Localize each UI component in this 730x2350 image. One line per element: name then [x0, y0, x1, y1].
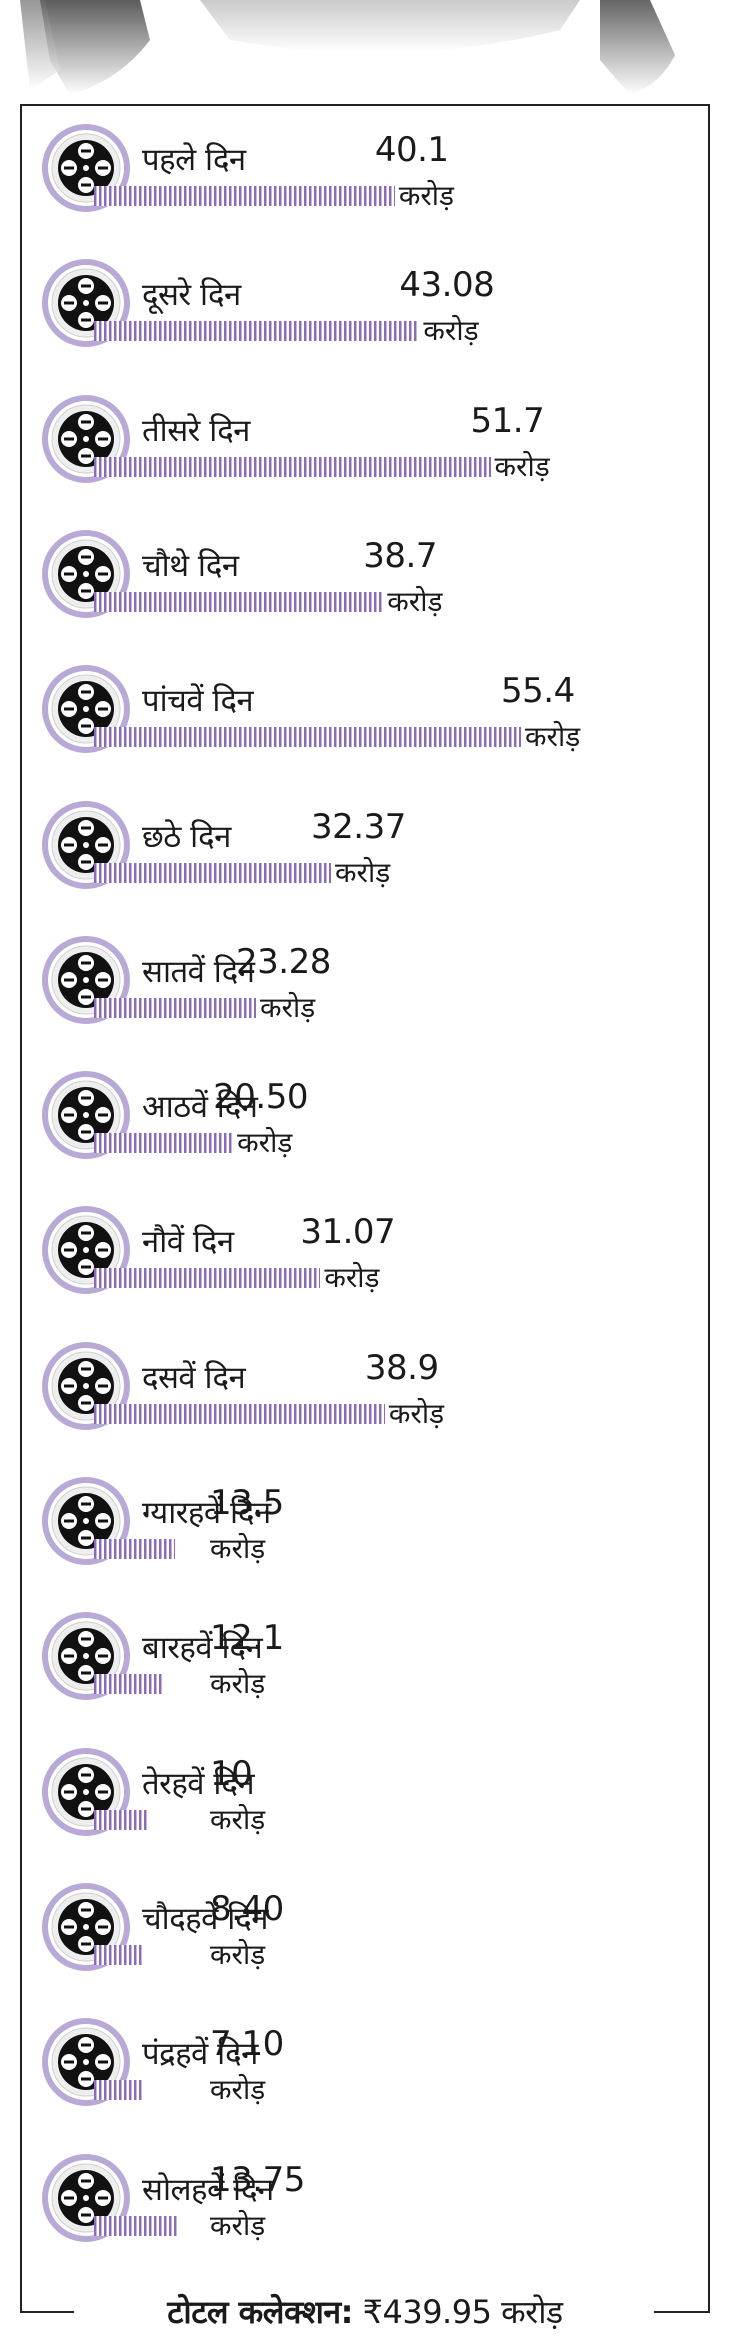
unit-label: करोड़	[210, 1938, 266, 1971]
film-reel-icon	[42, 801, 130, 889]
unit-label: करोड़	[210, 2073, 266, 2106]
day-label: दसवें दिन	[142, 1360, 246, 1396]
day-label: आठवें दिन	[142, 1089, 258, 1125]
header-photo	[0, 0, 730, 110]
unit-label: करोड़	[324, 1261, 380, 1294]
bar	[94, 186, 395, 206]
day-label: नौवें दिन	[142, 1224, 234, 1260]
chart-row: दसवें दिन 38.9 करोड़	[38, 1338, 718, 1448]
value-label: 12.1	[210, 1618, 284, 1658]
unit-label: करोड़	[388, 1397, 445, 1430]
bar	[94, 2216, 178, 2236]
unit-label: करोड़	[335, 856, 391, 889]
chart-row: आठवें दिन 20.50 करोड़	[38, 1067, 718, 1177]
chart-row: पहले दिन 40.1 करोड़	[38, 120, 718, 230]
unit-label: करोड़	[237, 1126, 293, 1159]
value-label: 55.4	[501, 671, 575, 711]
unit-label: करोड़	[494, 450, 550, 483]
unit-label: करोड़	[210, 2209, 266, 2242]
bottom-rule-right	[654, 2311, 710, 2313]
value-label: 10	[210, 1754, 253, 1794]
bar	[94, 1674, 164, 1694]
bar	[94, 2080, 144, 2100]
chart-row: ग्यारहवें दिन 13.5 करोड़	[38, 1473, 718, 1583]
chart-row: तीसरे दिन 51.7 करोड़	[38, 391, 718, 501]
total-value: ₹439.95 करोड़	[362, 2293, 564, 2331]
bar	[94, 592, 384, 612]
total-collection: टोटल कलेक्शन: ₹439.95 करोड़	[0, 2290, 730, 2333]
unit-label: करोड़	[387, 585, 443, 618]
bar	[94, 457, 491, 477]
day-label: सोलहवें दिन	[142, 2172, 274, 2208]
chart-row: तेरहवें दिन 10 करोड़	[38, 1744, 718, 1854]
bar	[94, 1539, 176, 1559]
value-label: 38.7	[363, 536, 437, 576]
day-label: छठे दिन	[142, 819, 231, 855]
total-label: टोटल कलेक्शन:	[167, 2293, 353, 2331]
day-label: दूसरे दिन	[142, 277, 241, 313]
value-label: 13.75	[210, 2160, 305, 2200]
bar	[94, 1268, 321, 1288]
chart-row: सातवें दिन 23.28 करोड़	[38, 932, 718, 1042]
chart-frame	[20, 104, 710, 2311]
day-label: तेरहवें दिन	[142, 1766, 255, 1802]
day-label: सातवें दिन	[142, 954, 255, 990]
film-reel-icon	[42, 1477, 130, 1565]
chart-row: दूसरे दिन 43.08 करोड़	[38, 255, 718, 365]
value-label: 31.07	[300, 1212, 396, 1252]
chart-row: नौवें दिन 31.07 करोड़	[38, 1202, 718, 1312]
unit-label: करोड़	[210, 1532, 266, 1565]
bar	[94, 1404, 385, 1424]
unit-label: करोड़	[260, 991, 316, 1024]
chart-row: चौदहवें दिन 8.40 करोड़	[38, 1879, 718, 1989]
bar	[94, 321, 420, 341]
day-label: पांचवें दिन	[142, 683, 254, 719]
bar	[94, 1810, 147, 1830]
bar	[94, 1133, 234, 1153]
unit-label: करोड़	[525, 720, 581, 753]
bar	[94, 998, 257, 1018]
chart-row: पंद्रहवें दिन 7.10 करोड़	[38, 2014, 718, 2124]
chart-row: पांचवें दिन 55.4 करोड़	[38, 661, 718, 771]
day-label: चौथे दिन	[142, 548, 239, 584]
bar	[94, 863, 332, 883]
bar	[94, 1945, 144, 1965]
day-label: पंद्रहवें दिन	[142, 2036, 258, 2072]
unit-label: करोड़	[210, 1667, 266, 1700]
bottom-rule-left	[20, 2311, 74, 2313]
film-reel-icon	[42, 1071, 130, 1159]
header-photo-graphic	[20, 0, 675, 95]
chart-row: चौथे दिन 38.7 करोड़	[38, 526, 718, 636]
unit-label: करोड़	[398, 179, 455, 212]
day-label: तीसरे दिन	[142, 413, 250, 449]
value-label: 8.40	[210, 1889, 284, 1929]
day-label: पहले दिन	[142, 142, 246, 178]
chart-row: सोलहवें दिन 13.75 करोड़	[38, 2150, 718, 2260]
value-label: 13.5	[210, 1483, 284, 1523]
day-label: चौदहवें दिन	[142, 1901, 268, 1937]
value-label: 38.9	[364, 1348, 439, 1388]
chart-row: छठे दिन 32.37 करोड़	[38, 797, 718, 907]
value-label: 20.50	[213, 1077, 308, 1117]
day-label: बारहवें दिन	[142, 1630, 263, 1666]
chart-row: बारहवें दिन 12.1 करोड़	[38, 1608, 718, 1718]
value-label: 32.37	[311, 807, 406, 847]
unit-label: करोड़	[423, 314, 479, 347]
value-label: 23.28	[236, 942, 331, 982]
value-label: 7.10	[210, 2024, 284, 2064]
value-label: 43.08	[399, 265, 495, 305]
value-label: 40.1	[374, 130, 449, 170]
bar	[94, 727, 522, 747]
value-label: 51.7	[470, 401, 545, 441]
unit-label: करोड़	[210, 1803, 266, 1836]
day-label: ग्यारहवें दिन	[142, 1495, 271, 1531]
film-reel-icon	[42, 395, 130, 483]
